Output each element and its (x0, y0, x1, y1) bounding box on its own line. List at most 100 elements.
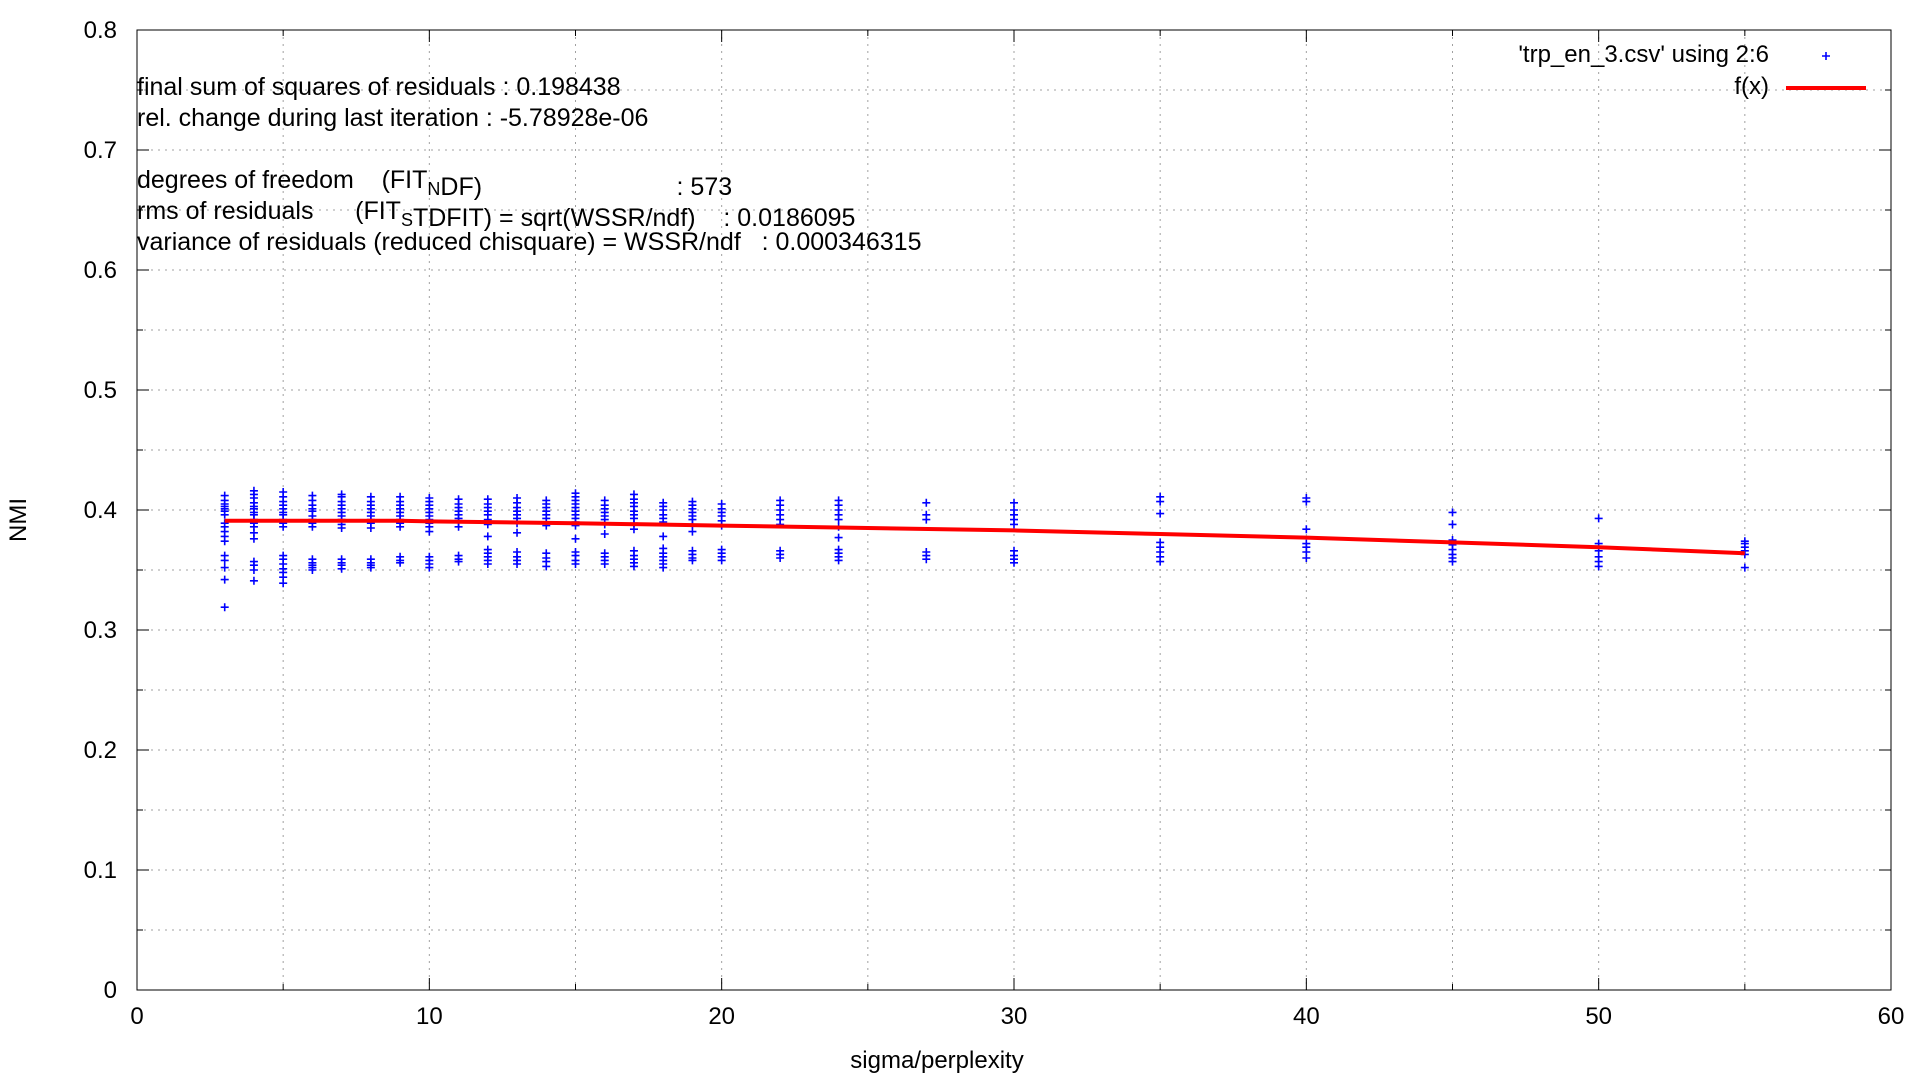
annotation-segment: rel. change during last iteration : -5.7… (137, 104, 648, 132)
y-tick-label: 0.7 (84, 137, 117, 164)
data-point (513, 548, 522, 556)
y-tick-label: 0.8 (84, 17, 117, 44)
data-point (249, 486, 258, 495)
data-point (629, 546, 638, 555)
data-point (834, 496, 843, 505)
data-point (659, 544, 668, 553)
data-point (249, 576, 258, 585)
y-axis-label: NMI (5, 498, 32, 542)
data-point (776, 546, 785, 555)
data-point (1740, 563, 1749, 572)
fit-annotations: final sum of squares of residuals : 0.19… (137, 73, 921, 256)
data-point (425, 552, 434, 561)
data-point (922, 548, 931, 556)
fit-annotation-line: final sum of squares of residuals : 0.19… (137, 73, 621, 101)
data-point (688, 527, 697, 536)
data-point (1594, 514, 1603, 523)
y-tick-label: 0.1 (84, 857, 117, 884)
fit-annotation-line: degrees of freedom (FITNDF) : 573 (137, 166, 732, 201)
data-point (454, 551, 463, 560)
fit-annotation-line: variance of residuals (reduced chisquare… (137, 228, 921, 256)
data-point (659, 532, 668, 541)
data-point (629, 490, 638, 499)
data-point (922, 498, 931, 507)
data-point (279, 488, 288, 496)
annotation-segment: TDFIT) = sqrt(WSSR/ndf) : 0.0186095 (413, 204, 856, 232)
data-point (542, 549, 551, 558)
fit-annotation-line: rms of residuals (FITSTDFIT) = sqrt(WSSR… (137, 197, 855, 232)
data-point (279, 551, 288, 560)
x-tick-label: 30 (1001, 1003, 1028, 1030)
fit-curve-line (224, 518, 1745, 556)
scatter-series (220, 486, 1749, 612)
data-point (1010, 506, 1018, 514)
annotation-segment: degrees of freedom (FIT (137, 166, 427, 194)
data-point (1156, 492, 1165, 501)
legend-label-fit: f(x) (1734, 73, 1769, 100)
data-point (688, 497, 697, 506)
x-tick-label: 20 (708, 1003, 735, 1030)
data-point (483, 545, 492, 554)
annotation-segment: DF) : 573 (440, 173, 732, 201)
data-point (513, 528, 522, 537)
data-point (220, 491, 229, 500)
data-point (1448, 520, 1457, 529)
x-tick-label: 10 (416, 1003, 443, 1030)
data-point (1156, 538, 1165, 547)
annotation-segment: final sum of squares of residuals : 0.19… (137, 73, 621, 101)
annotation-subscript: N (427, 179, 440, 199)
fit-annotation-line: rel. change during last iteration : -5.7… (137, 104, 648, 132)
data-point (542, 496, 551, 505)
annotation-subscript: S (401, 210, 413, 230)
y-tick-label: 0.3 (84, 617, 117, 644)
data-point (366, 555, 375, 564)
x-tick-label: 60 (1878, 1003, 1905, 1030)
data-point (1302, 525, 1311, 534)
annotation-segment: rms of residuals (FIT (137, 197, 401, 225)
data-point (600, 530, 609, 538)
data-point (513, 494, 522, 502)
plot-frame (136, 29, 1892, 991)
legend-label-points: 'trp_en_3.csv' using 2:6 (1518, 41, 1769, 68)
data-point (425, 494, 434, 502)
data-point (1156, 509, 1165, 518)
y-tick-label: 0.2 (84, 737, 117, 764)
data-point (1302, 494, 1311, 502)
data-point (1010, 546, 1018, 555)
legend-plus-marker (1822, 52, 1830, 60)
y-tick-label: 0.6 (84, 257, 117, 284)
data-point (337, 490, 346, 499)
data-point (220, 563, 229, 572)
data-point (1010, 498, 1018, 507)
data-point (834, 545, 843, 554)
data-point (308, 555, 317, 564)
legend: 'trp_en_3.csv' using 2:6 f(x) (1518, 41, 1866, 100)
data-point (366, 492, 375, 501)
x-tick-label: 0 (130, 1003, 143, 1030)
legend-marker-points (1822, 52, 1830, 60)
data-point (1448, 508, 1457, 517)
annotation-segment: variance of residuals (reduced chisquare… (137, 228, 921, 256)
x-tick-label: 50 (1585, 1003, 1612, 1030)
data-point (659, 498, 668, 507)
y-tick-label: 0.5 (84, 377, 117, 404)
data-point (922, 510, 931, 519)
data-point (1302, 539, 1311, 548)
y-tick-label: 0.4 (84, 497, 117, 524)
data-point (717, 545, 726, 554)
data-point (776, 496, 785, 505)
data-point (688, 546, 697, 555)
data-point (483, 495, 492, 504)
data-point (717, 500, 726, 508)
data-point (834, 533, 843, 542)
x-axis-label: sigma/perplexity (850, 1047, 1023, 1074)
data-point (308, 491, 317, 500)
x-tick-label: 40 (1293, 1003, 1320, 1030)
data-point (483, 532, 492, 541)
data-point (600, 549, 609, 558)
data-point (220, 551, 229, 560)
data-point (600, 496, 609, 505)
data-point (571, 489, 580, 498)
data-point (571, 534, 580, 543)
